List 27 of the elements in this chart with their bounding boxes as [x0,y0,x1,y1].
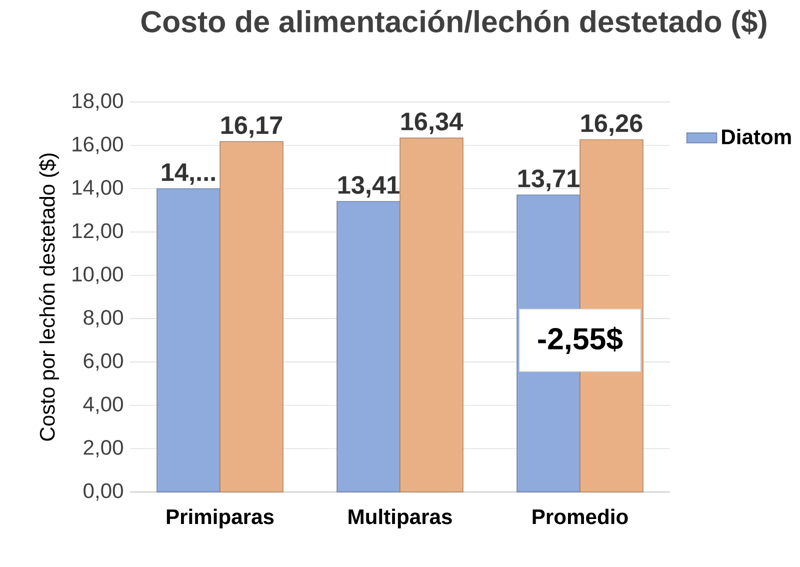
y-tick-label: 14,00 [72,180,123,198]
y-tick-label: 4,00 [83,396,123,414]
bar [156,188,220,492]
x-tick-label: Multiparas [348,508,452,528]
data-label: 13,41 [338,176,400,198]
y-tick-label: 12,00 [72,223,123,241]
y-tick-label: 18,00 [72,93,123,111]
y-tick-label: 0,00 [84,483,123,501]
x-tick-label: Promedio [532,508,628,524]
y-tick-label: 10,00 [72,266,123,284]
chart-title: Costo de alimentación/lechón destetado ($) [141,10,766,38]
data-label: 16,26 [581,114,642,136]
y-tick-label: 16,00 [72,136,123,154]
legend-label: Diatom [722,128,791,144]
annotation: -2,55$ [538,326,623,354]
data-label: 13,71 [518,170,580,192]
bar [336,201,400,492]
y-tick-label: 6,00 [84,353,123,371]
data-label: 16,17 [221,116,282,138]
data-label: 16,34 [401,112,464,134]
bar [400,138,464,492]
data-label: 14,... [162,163,215,185]
y-tick-label: 2,00 [84,440,123,458]
y-tick-label: 8,00 [84,310,123,328]
x-tick-label: Primiparas [166,508,274,528]
bar [220,141,284,492]
y-axis-title: Costo por lechón destetado ($) [38,154,59,441]
